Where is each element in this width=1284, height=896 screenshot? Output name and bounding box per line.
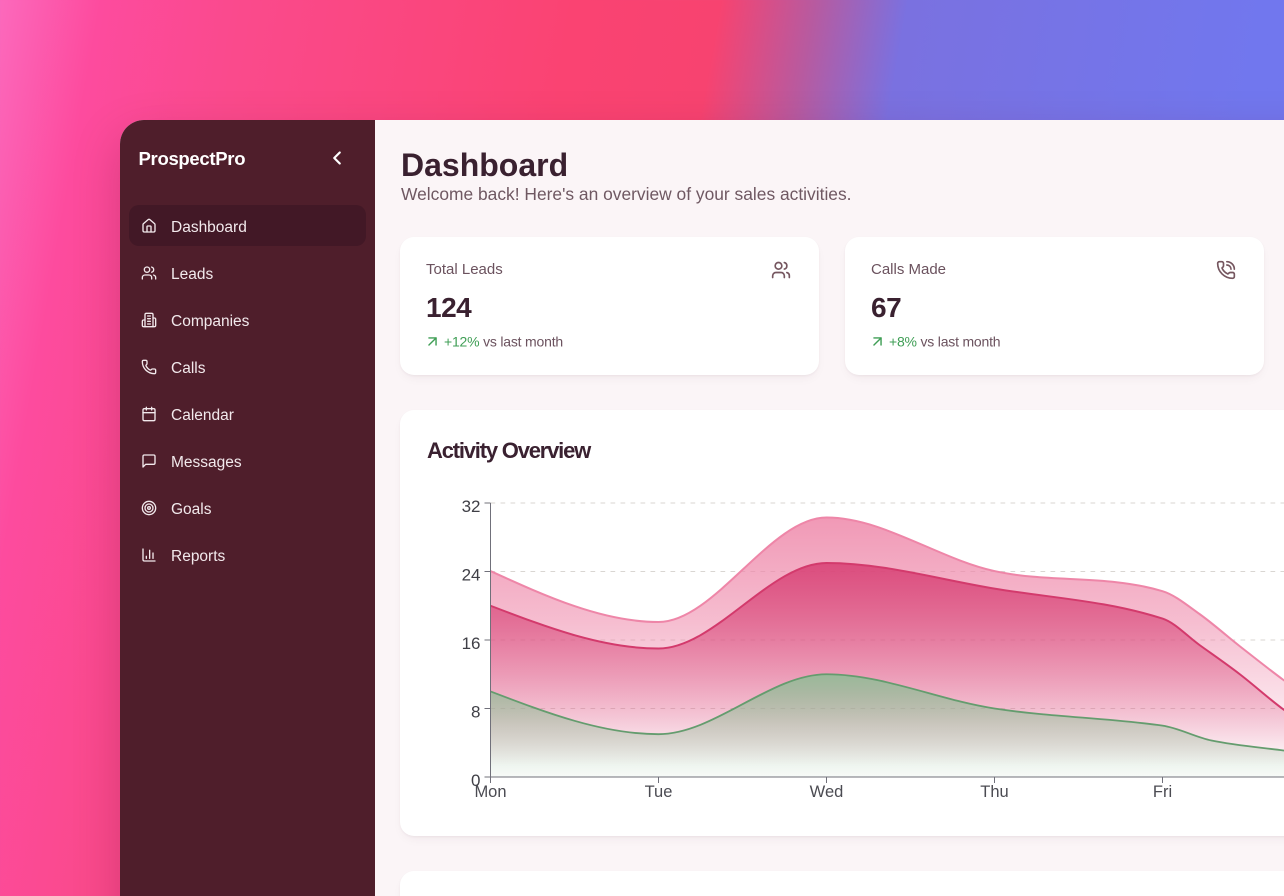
svg-text:Tue: Tue (645, 783, 673, 801)
svg-text:16: 16 (462, 634, 481, 653)
svg-text:8: 8 (471, 703, 480, 722)
svg-text:0: 0 (471, 771, 480, 790)
svg-text:Wed: Wed (810, 783, 844, 801)
svg-text:Thu: Thu (980, 783, 1008, 801)
svg-text:24: 24 (462, 566, 481, 585)
svg-text:Fri: Fri (1153, 783, 1172, 801)
svg-text:32: 32 (462, 497, 481, 516)
svg-text:Mon: Mon (474, 783, 506, 801)
